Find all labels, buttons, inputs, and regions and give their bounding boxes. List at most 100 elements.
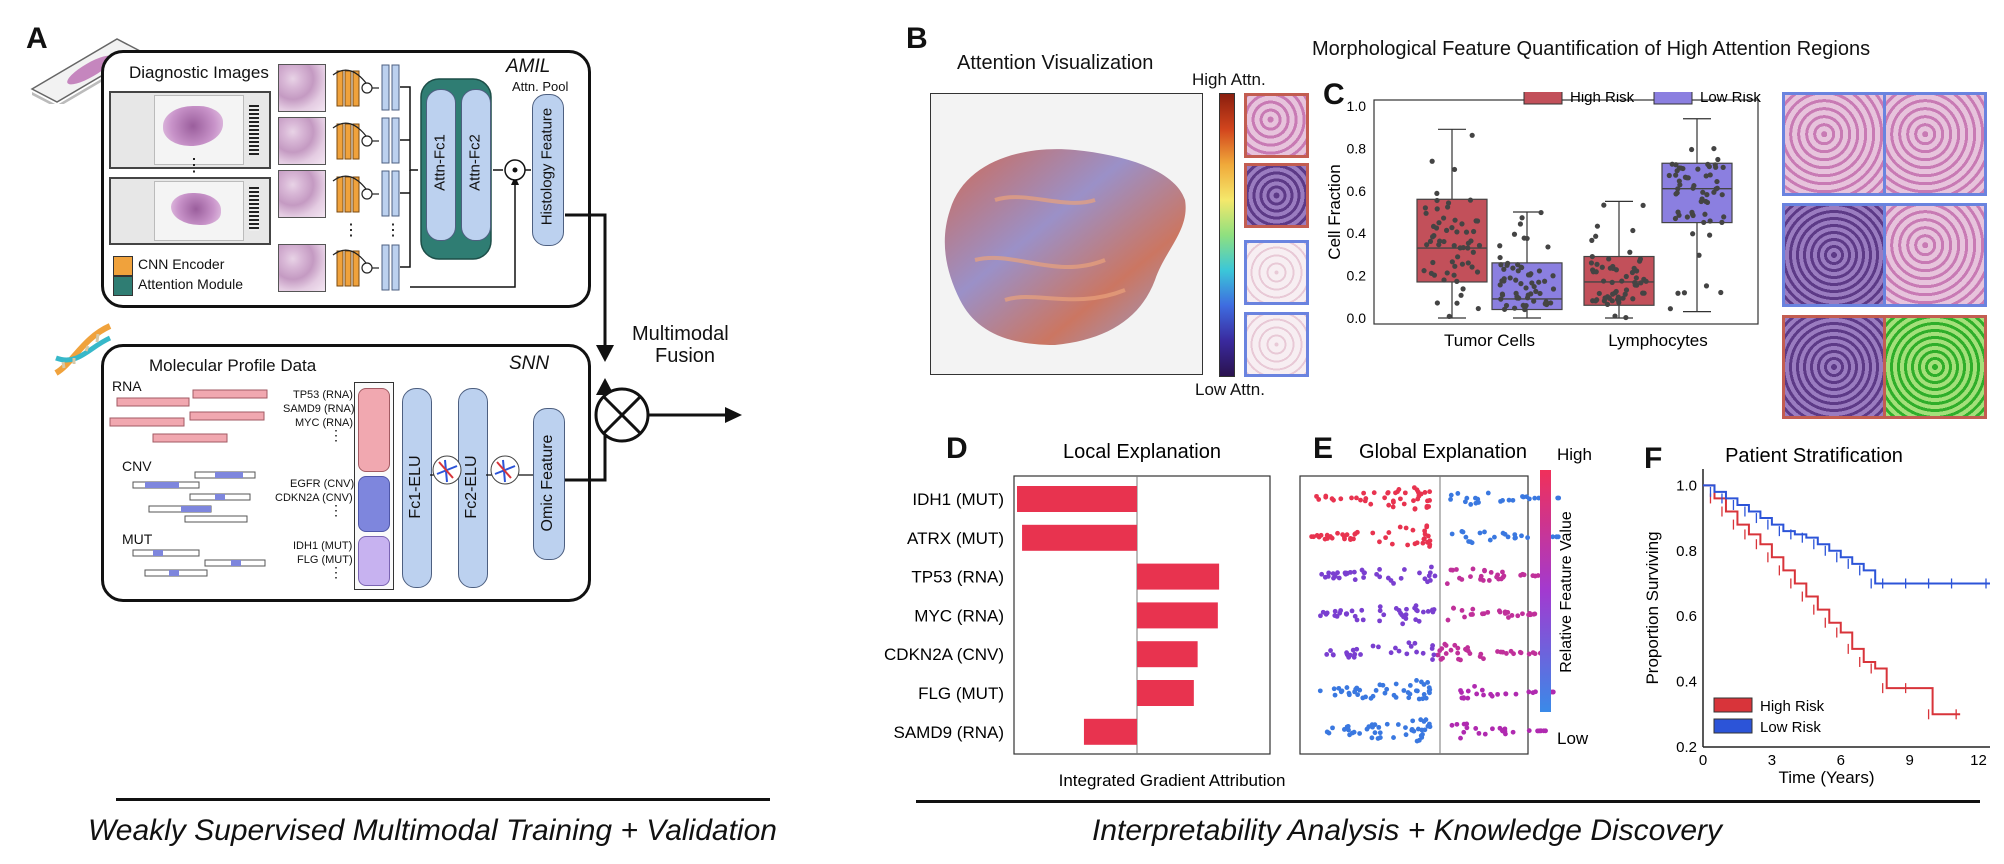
swarm-point [1352,689,1358,695]
whole-slide-image-1 [109,91,271,169]
bar-category-label: MYC (RNA) [914,606,1004,625]
swarm-point [1518,650,1524,656]
data-point [1643,278,1649,284]
swarm-point [1332,613,1338,618]
bar [1137,680,1194,706]
data-point [1421,268,1427,274]
data-point [1422,205,1428,211]
data-point [1684,214,1690,220]
data-point [1589,253,1595,260]
data-point [1519,264,1525,271]
swarm-point [1372,730,1378,736]
swarm-point [1521,494,1526,500]
data-point [1522,306,1528,313]
swarm-point [1386,530,1392,535]
swarm-point [1368,501,1374,507]
amil-label: AMIL [506,56,551,77]
swarm-point [1418,733,1424,739]
swarm-point [1354,529,1360,535]
swarm-point [1401,501,1407,507]
swarm-point [1416,696,1422,702]
swarm-point [1468,502,1474,507]
data-point [1525,272,1532,278]
swarm-point [1393,606,1399,611]
data-point [1434,300,1440,306]
swarm-point [1405,690,1411,695]
legend-label-high: High Risk [1570,92,1635,106]
data-point [1610,291,1616,297]
swarm-point [1555,534,1561,540]
legend-label-low: Low Risk [1700,92,1761,106]
molecular-title: Molecular Profile Data [149,356,317,375]
data-point [1676,178,1682,184]
patch-3 [278,170,326,218]
swarm-point [1462,499,1468,505]
data-point [1634,268,1640,274]
colorbar-low-label: Low [1557,729,1589,748]
chart-title: Global Explanation [1359,441,1527,463]
data-point [1627,249,1633,255]
data-point [1515,262,1521,268]
swarm-point [1384,686,1390,692]
fc1-block [402,388,432,588]
data-point [1666,172,1672,179]
swarm-point [1410,527,1416,533]
bar [1137,563,1220,590]
swarm-point [1389,541,1395,547]
data-point [1474,269,1481,275]
data-point [1514,295,1520,301]
data-point [1529,280,1535,286]
data-point [1604,301,1611,307]
swarm-point [1354,495,1359,501]
data-point [1501,266,1507,272]
swarm-point [1455,650,1461,656]
data-point [1594,261,1600,267]
swarm-point [1368,695,1374,701]
gene-cdkn2a-cnv: CDKN2A (CNV) [275,492,353,504]
swarm-point [1374,571,1380,577]
x-category-label: Lymphocytes [1608,331,1708,350]
cnv-label: CNV [122,458,152,474]
data-point [1632,282,1638,288]
data-point [1465,245,1471,251]
swarm-point [1505,534,1511,540]
y-tick-label: 1.0 [1347,98,1367,114]
data-point [1689,146,1695,153]
swarm-point [1350,647,1356,653]
swarm-point [1485,490,1491,496]
swarm-point [1344,685,1350,690]
data-point [1465,240,1472,246]
gene-dots-1: ⋮ [329,427,343,443]
patch-1 [278,64,326,112]
swarm-point [1344,532,1350,538]
swarm-point [1404,651,1410,657]
data-point [1518,281,1524,287]
diagnostic-images-title: Diagnostic Images [129,63,269,82]
swarm-point [1443,651,1449,656]
x-axis-label: Integrated Gradient Attribution [1059,771,1286,790]
data-point [1443,227,1450,233]
swarm-point [1337,610,1343,616]
swarm-point [1469,540,1475,546]
swarm-point [1489,693,1495,699]
chart-title: Local Explanation [1063,441,1221,463]
morphological-header: Morphological Feature Quantification of … [1312,38,1871,60]
swarm-point [1311,534,1317,540]
bar-category-label: TP53 (RNA) [911,568,1004,587]
swarm-point [1414,487,1420,493]
swarm-point [1381,612,1387,618]
attention-patch-3 [1244,240,1309,305]
swarm-point [1500,649,1506,655]
data-point [1507,275,1513,281]
y-tick-label: 0.4 [1347,225,1367,241]
swarm-point [1320,609,1326,615]
data-point [1531,298,1537,304]
histology-feature-label: Histology Feature [538,107,556,226]
swarm-point [1413,688,1419,694]
data-point [1476,242,1483,249]
swarm-point [1373,688,1379,693]
data-point [1673,162,1679,168]
data-point [1433,225,1440,231]
swarm-point [1454,567,1459,572]
swarm-point [1513,691,1519,697]
